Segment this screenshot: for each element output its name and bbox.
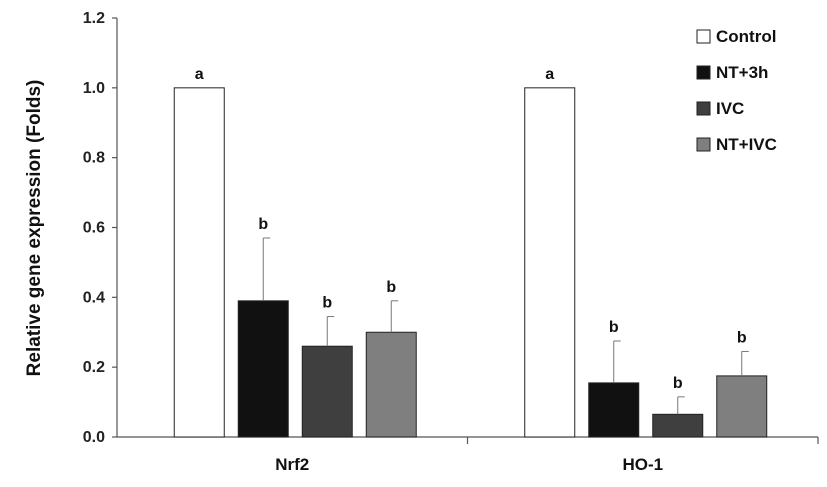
bar xyxy=(652,413,704,438)
bar xyxy=(588,382,640,438)
significance-label: b xyxy=(322,295,332,312)
significance-label: b xyxy=(609,319,619,336)
legend-swatch xyxy=(696,137,711,152)
y-axis-label: Relative gene expression (Folds) xyxy=(24,80,45,377)
bar xyxy=(716,375,768,438)
bar xyxy=(524,87,576,438)
bar xyxy=(237,300,289,438)
y-tick-label: 0.4 xyxy=(83,289,105,306)
y-tick-label: 0.8 xyxy=(83,150,105,167)
significance-label: b xyxy=(258,216,268,233)
bar xyxy=(173,87,225,438)
y-tick-label: 1.2 xyxy=(83,10,105,27)
legend-swatch xyxy=(696,101,711,116)
legend: Control NT+3h IVC NT+IVC xyxy=(696,27,777,154)
significance-label: a xyxy=(545,66,554,83)
y-tick-label: 0.2 xyxy=(83,359,105,376)
x-tick-label: Nrf2 xyxy=(275,455,309,474)
legend-label: IVC xyxy=(716,99,744,118)
legend-label: NT+IVC xyxy=(716,135,777,154)
bar xyxy=(301,345,353,438)
y-tick-label: 0.6 xyxy=(83,220,105,237)
y-tick-label: 1.0 xyxy=(83,80,105,97)
significance-label: b xyxy=(737,329,747,346)
y-tick-label: 0.0 xyxy=(83,429,105,446)
x-tick-label: HO-1 xyxy=(622,455,663,474)
plot-area: 0.0 0.2 0.4 0.6 0.8 1.0 1.2 Nrf2 a b b b HO-1 a b b b xyxy=(83,10,819,474)
significance-label: b xyxy=(673,375,683,392)
legend-label: Control xyxy=(716,27,776,46)
bar xyxy=(365,331,417,438)
legend-label: NT+3h xyxy=(716,63,768,82)
significance-label: b xyxy=(386,279,396,296)
significance-label: a xyxy=(195,66,204,83)
legend-swatch xyxy=(696,29,711,44)
legend-swatch xyxy=(696,65,711,80)
